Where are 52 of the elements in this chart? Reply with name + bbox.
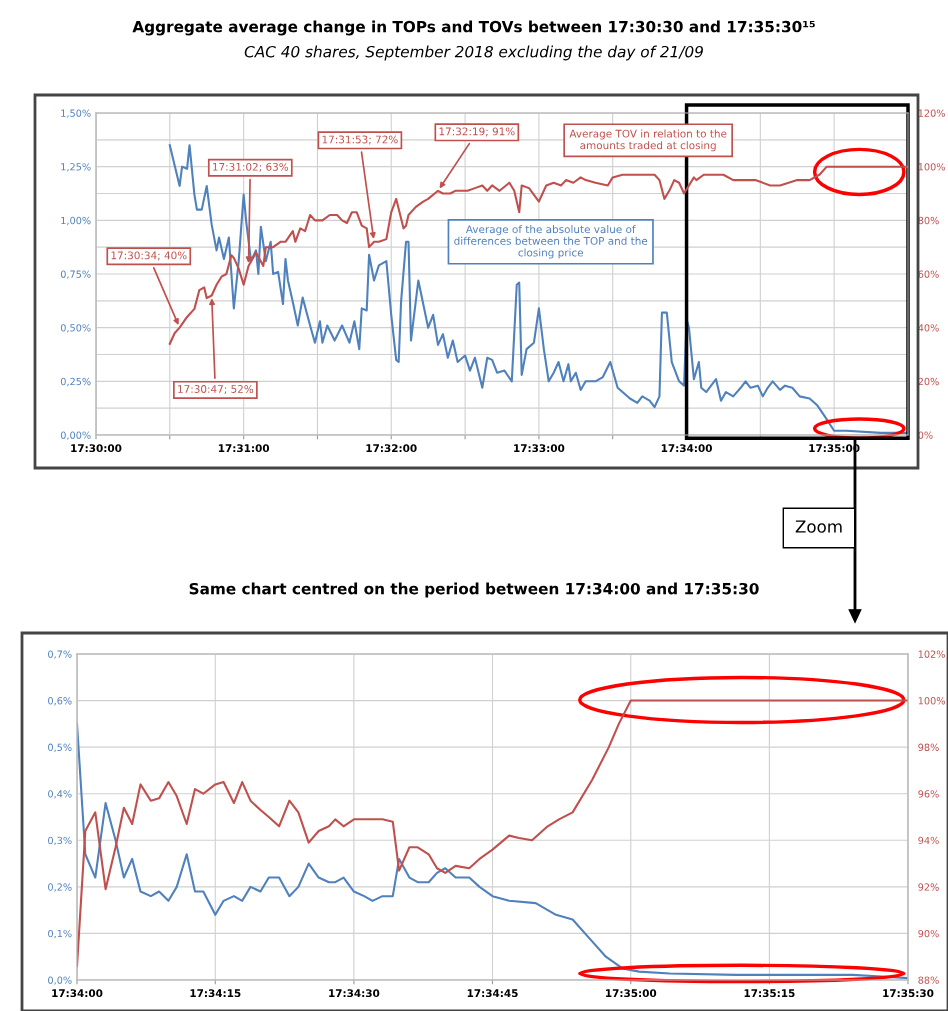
y2-tick-label: 88% — [918, 976, 939, 984]
y2-tick-label: 96% — [918, 790, 939, 798]
text: Average of the absolute value of differences between the TOP and the closing price — [454, 225, 648, 259]
y2-tick-label: 94% — [918, 836, 939, 845]
annotation: 17:30:34; 40% — [111, 251, 187, 261]
x-tick-label: 17:34:00 — [52, 989, 103, 998]
x-tick-label: 17:34:15 — [190, 989, 241, 998]
y-tick-label: 0,6% — [48, 697, 72, 706]
y-tick-label: 0,1% — [48, 929, 72, 939]
y2-tick-label: 120% — [918, 109, 945, 117]
chart-subtitle: CAC 40 shares, September 2018 excluding the day of 21/09 — [244, 45, 703, 61]
text: Average TOV in relation to the amounts traded at closing — [569, 129, 727, 152]
x-tick-label: 17:35:00 — [606, 989, 657, 998]
y-tick-label: 0,3% — [48, 836, 72, 846]
y2-tick-label: 100% — [918, 697, 945, 705]
y2-tick-label: 100% — [918, 163, 945, 171]
annotation: 17:31:53; 72% — [322, 135, 398, 145]
y2-tick-label: 40% — [918, 324, 939, 332]
y2-tick-label: 80% — [918, 216, 939, 225]
y-tick-label: 0,5% — [48, 743, 72, 752]
y2-tick-label: 102% — [918, 650, 945, 658]
y-tick-label: 0,50% — [60, 324, 91, 333]
y-tick-label: 1,00% — [61, 216, 91, 226]
x-tick-label: 17:31:00 — [218, 444, 270, 453]
x-tick-label: 17:32:00 — [366, 444, 417, 453]
y2-tick-label: 90% — [918, 929, 939, 938]
y2-tick-label: 20% — [918, 377, 939, 386]
annotation: 17:32:19; 91% — [439, 127, 515, 137]
y2-tick-label: 98% — [918, 743, 939, 751]
x-tick-label: 17:35:15 — [744, 989, 795, 998]
y-tick-label: 0,00% — [60, 431, 91, 440]
x-tick-label: 17:34:45 — [467, 989, 518, 998]
chart-title: Aggregate average change in TOPs and TOVs between 17:30:30 and 17:35:30¹⁵ — [132, 20, 815, 36]
y-tick-label: 0,4% — [48, 790, 72, 799]
x-tick-label: 17:34:30 — [329, 989, 380, 998]
y-tick-label: 0,0% — [48, 976, 72, 985]
x-tick-label: 17:33:00 — [514, 444, 565, 453]
x-tick-label: 17:34:00 — [661, 444, 712, 453]
annotation: 17:30:47; 52% — [178, 385, 254, 395]
y-tick-label: 0,25% — [60, 377, 91, 387]
annotation: 17:31:02; 63% — [213, 162, 289, 172]
y2-tick-label: 92% — [918, 883, 939, 891]
text: Zoom — [795, 520, 842, 533]
y-tick-label: 0,7% — [48, 650, 72, 659]
x-tick-label: 17:35:30 — [883, 989, 934, 998]
y-tick-label: 1,50% — [61, 109, 91, 118]
x-tick-label: 17:30:00 — [71, 444, 122, 453]
y2-tick-label: 60% — [918, 270, 939, 278]
y-tick-label: 0,2% — [48, 883, 72, 892]
chart-title: Same chart centred on the period between 17:34:00 and 17:35:30 — [189, 582, 759, 598]
y-tick-label: 1,25% — [61, 163, 91, 172]
y-tick-label: 0,75% — [60, 270, 91, 279]
